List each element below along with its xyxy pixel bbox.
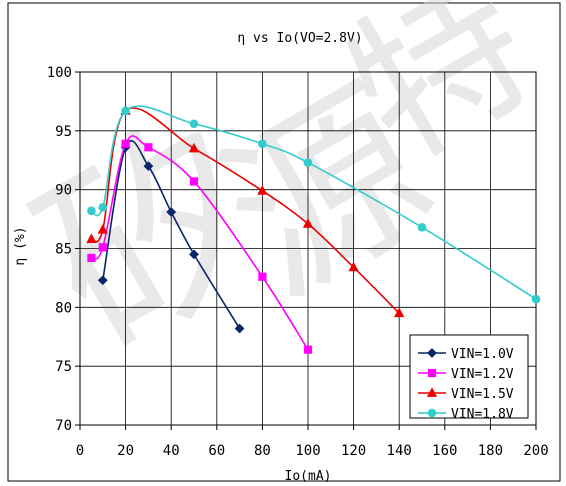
data-point <box>98 203 108 212</box>
series <box>86 105 541 354</box>
legend: VIN=1.0V VIN=1.2V VIN=1.5V VIN=1.8V <box>409 334 529 422</box>
x-tick-label: 80 <box>254 443 271 459</box>
x-tick-label: 100 <box>295 443 320 459</box>
data-point <box>531 294 541 304</box>
y-tick-label: 90 <box>55 183 72 199</box>
data-point <box>121 139 130 148</box>
data-point <box>257 185 268 195</box>
x-axis-label: Io(mA) <box>285 469 332 484</box>
legend-item: VIN=1.8V <box>418 407 514 422</box>
data-point <box>97 224 108 234</box>
data-point <box>87 253 96 263</box>
y-tick-label: 70 <box>55 418 72 434</box>
data-point <box>234 323 245 334</box>
legend-item: VIN=1.2V <box>418 367 514 382</box>
y-tick-label: 80 <box>55 300 72 316</box>
series-1 <box>97 139 245 334</box>
series-line <box>90 107 400 314</box>
legend-marker <box>427 368 437 378</box>
series-line <box>102 139 241 329</box>
legend-label: VIN=1.8V <box>451 407 514 422</box>
data-point <box>394 307 405 318</box>
data-point <box>87 206 96 216</box>
y-axis-label: η (%) <box>13 226 28 265</box>
x-tick-label: 140 <box>387 443 412 459</box>
legend-label: VIN=1.5V <box>451 387 514 402</box>
data-point <box>166 207 177 217</box>
data-point <box>97 275 108 286</box>
x-tick-label: 20 <box>117 443 134 459</box>
y-tick-label: 100 <box>47 65 72 81</box>
data-point <box>303 345 313 354</box>
series-4 <box>87 105 541 304</box>
x-tick-label: 60 <box>208 443 225 459</box>
y-tick-label: 75 <box>55 359 72 375</box>
data-point <box>258 272 267 281</box>
data-point <box>121 106 130 116</box>
data-point <box>188 142 200 153</box>
x-tick-label: 120 <box>341 443 366 459</box>
data-point <box>189 119 199 129</box>
legend-marker <box>427 408 437 418</box>
y-axis-ticks: 70 75 80 85 90 95 100 <box>47 65 80 434</box>
legend-item: VIN=1.0V <box>418 347 514 362</box>
y-tick-label: 95 <box>55 124 72 140</box>
legend-marker <box>426 387 438 397</box>
data-point <box>348 261 359 272</box>
legend-marker <box>427 348 437 358</box>
x-tick-label: 40 <box>163 443 180 459</box>
x-tick-label: 160 <box>432 443 457 459</box>
data-point <box>144 143 153 152</box>
x-tick-label: 200 <box>523 443 548 459</box>
y-tick-label: 85 <box>55 242 72 258</box>
data-point <box>258 139 267 149</box>
x-axis-ticks: 0 20 40 60 80 100 120 140 160 180 200 <box>76 425 549 459</box>
chart-title: η vs Io(VO=2.8V) <box>237 31 362 46</box>
data-point <box>189 177 199 186</box>
legend-label: VIN=1.2V <box>451 367 514 382</box>
data-point <box>303 158 313 167</box>
data-point <box>417 223 427 232</box>
legend-item: VIN=1.5V <box>418 387 514 402</box>
data-point <box>189 249 199 260</box>
data-point <box>143 161 154 172</box>
series-2 <box>87 135 313 354</box>
legend-label: VIN=1.0V <box>451 347 514 362</box>
data-point <box>86 233 97 243</box>
x-tick-label: 0 <box>76 443 84 459</box>
data-point <box>98 243 107 252</box>
x-tick-label: 180 <box>478 443 503 459</box>
data-point <box>302 218 314 228</box>
